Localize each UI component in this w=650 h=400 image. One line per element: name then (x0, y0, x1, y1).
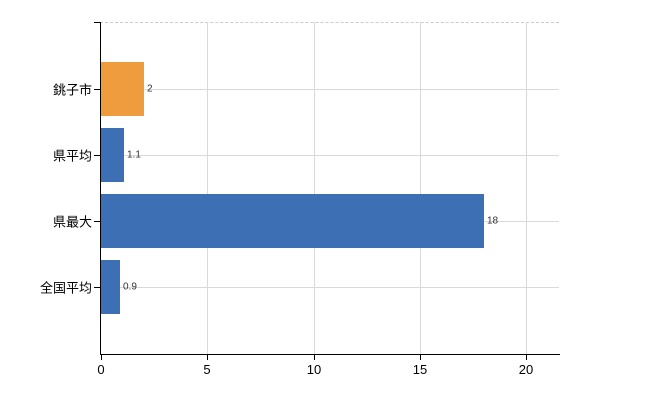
y-axis-tick (94, 155, 100, 156)
x-axis (100, 354, 560, 355)
x-axis-tick (314, 355, 315, 360)
y-axis-tick (94, 287, 100, 288)
plot-top-border (100, 22, 559, 23)
x-axis-tick (526, 355, 527, 360)
y-axis-tick (94, 89, 100, 90)
category-label: 銚子市 (52, 82, 92, 98)
x-tick-label: 0 (97, 362, 105, 377)
gridline-vertical (526, 22, 527, 354)
gridline-vertical (420, 22, 421, 354)
gridline-vertical (314, 22, 315, 354)
bar-3 (101, 260, 120, 314)
x-axis-tick (420, 355, 421, 360)
x-axis-tick (101, 355, 102, 360)
bar-value-label: 0.9 (123, 281, 137, 293)
x-tick-label: 20 (518, 362, 534, 377)
bar-2 (101, 194, 484, 248)
y-axis-tick (94, 221, 100, 222)
y-axis-tick (94, 22, 100, 23)
bar-value-label: 18 (487, 215, 499, 227)
bar-value-label: 2 (147, 83, 153, 95)
gridline-horizontal (101, 287, 559, 288)
bar-value-label: 1.1 (127, 149, 141, 161)
x-axis-tick (207, 355, 208, 360)
gridline-horizontal (101, 155, 559, 156)
x-tick-label: 10 (306, 362, 322, 377)
y-axis (100, 22, 101, 355)
category-label: 全国平均 (39, 280, 92, 296)
gridline-vertical (207, 22, 208, 354)
category-label: 県最大 (52, 214, 92, 230)
bar-1 (101, 128, 124, 182)
category-label: 県平均 (52, 148, 92, 164)
x-tick-label: 5 (203, 362, 211, 377)
x-tick-label: 15 (412, 362, 428, 377)
bar-0 (101, 62, 144, 116)
gridline-horizontal (101, 89, 559, 90)
